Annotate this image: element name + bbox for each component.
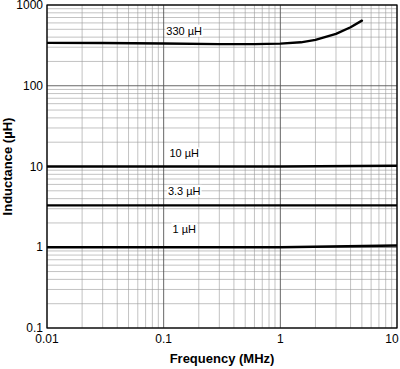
- chart: 0.010.11100.11101001000330 µH10 µH3.3 µH…: [0, 0, 400, 369]
- y-tick-label: 0.1: [26, 321, 43, 335]
- minor-grid-line: [47, 127, 397, 128]
- minor-grid-line: [47, 93, 397, 94]
- background: [0, 0, 400, 369]
- line-label: 10 µH: [169, 147, 199, 159]
- minor-grid-line: [47, 179, 397, 180]
- grid-line: [47, 85, 397, 86]
- minor-grid-line: [47, 265, 397, 266]
- minor-grid-line: [47, 289, 397, 290]
- minor-grid-line: [47, 8, 397, 9]
- axes: [47, 5, 397, 328]
- minor-grid-line: [47, 98, 397, 99]
- x-tick-label: 1: [277, 332, 284, 346]
- series-group: [47, 21, 397, 248]
- y-tick-label: 1: [36, 240, 43, 254]
- y-axis-title: Inductance (µH): [0, 118, 15, 216]
- minor-grid-line: [47, 142, 397, 143]
- plot-frame: [47, 5, 397, 328]
- minor-grid-line: [47, 279, 397, 280]
- minor-grid-line: [47, 222, 397, 223]
- y-tick-label: 100: [23, 79, 43, 93]
- minor-grid-line: [47, 47, 397, 48]
- minor-grid-line: [47, 271, 397, 272]
- label-backing: [168, 147, 200, 159]
- minor-grid-line: [47, 89, 397, 90]
- line-label: 330 µH: [166, 25, 202, 37]
- x-tick-label: 0.1: [155, 332, 172, 346]
- y-tick-label: 10: [30, 160, 44, 174]
- minor-grid: [47, 5, 397, 328]
- minor-grid-line: [47, 208, 397, 209]
- minor-grid-line: [47, 184, 397, 185]
- minor-grid-line: [47, 255, 397, 256]
- minor-grid-line: [47, 174, 397, 175]
- x-tick-label: 10: [385, 332, 399, 346]
- grid-line: [47, 166, 397, 167]
- minor-grid-line: [47, 170, 397, 171]
- series-line: [47, 21, 362, 44]
- line-label: 3.3 µH: [168, 185, 201, 197]
- series-line: [47, 246, 397, 248]
- label-backing: [165, 25, 203, 37]
- minor-grid-line: [47, 250, 397, 251]
- minor-grid-line: [47, 303, 397, 304]
- minor-grid-line: [47, 190, 397, 191]
- minor-grid-line: [47, 103, 397, 104]
- label-backing: [171, 223, 197, 235]
- x-axis-title: Frequency (MHz): [170, 351, 275, 366]
- minor-grid-line: [47, 37, 397, 38]
- y-tick-label: 1000: [16, 0, 43, 12]
- label-backing: [167, 185, 202, 197]
- minor-grid-line: [47, 259, 397, 260]
- series-line: [47, 204, 397, 206]
- series-line: [47, 165, 397, 168]
- minor-grid-line: [47, 12, 397, 13]
- minor-grid-line: [47, 110, 397, 111]
- minor-grid-line: [47, 198, 397, 199]
- line-label: 1 µH: [172, 223, 196, 235]
- minor-grid-line: [47, 61, 397, 62]
- minor-grid-line: [47, 117, 397, 118]
- minor-grid-line: [47, 22, 397, 23]
- minor-grid-line: [47, 17, 397, 18]
